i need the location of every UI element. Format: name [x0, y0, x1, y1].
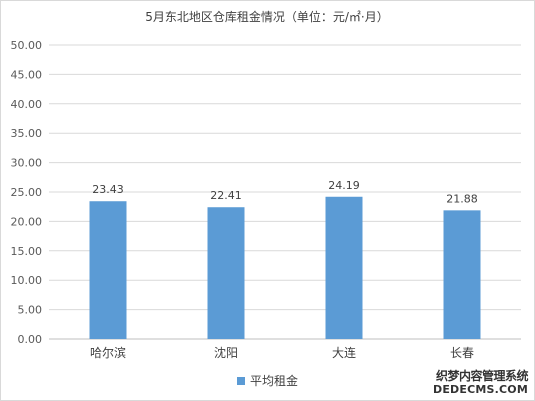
y-tick-label: 20.00	[11, 215, 43, 228]
y-tick-label: 0.00	[18, 333, 43, 346]
x-category-label: 沈阳	[214, 345, 238, 360]
watermark: 织梦内容管理系统 DEDECMS.COM	[416, 369, 529, 397]
bars	[89, 196, 481, 339]
y-axis-ticks: 0.00 5.00 10.00 15.00 20.00 25.00 30.00 35.00 40…	[11, 39, 43, 346]
y-tick-label: 30.00	[11, 157, 43, 170]
bar	[89, 201, 127, 339]
data-label: 21.88	[446, 192, 478, 205]
y-tick-label: 40.00	[11, 98, 43, 111]
legend-swatch	[237, 377, 245, 385]
y-tick-label: 45.00	[11, 68, 43, 81]
chart-title: 5月东北地区仓库租金情况（单位：元/㎡·月）	[145, 9, 389, 24]
x-category-label: 长春	[450, 346, 474, 360]
watermark-domain: DEDECMS.COM	[433, 383, 528, 396]
y-tick-label: 10.00	[11, 274, 43, 287]
grid-lines	[49, 44, 521, 340]
y-tick-label: 15.00	[11, 245, 43, 258]
data-label: 24.19	[328, 179, 360, 192]
bar	[207, 207, 245, 339]
value-labels: 23.43 22.41 24.19 21.88	[92, 179, 478, 206]
data-label: 22.41	[210, 189, 242, 202]
x-axis-categories: 哈尔滨 沈阳 大连 长春	[90, 345, 474, 360]
y-tick-label: 5.00	[18, 304, 43, 317]
data-label: 23.43	[92, 183, 124, 196]
bar	[443, 210, 481, 339]
x-category-label: 大连	[332, 345, 356, 360]
bar	[325, 196, 363, 339]
legend: 平均租金	[237, 373, 298, 388]
y-tick-label: 25.00	[11, 186, 43, 199]
legend-label: 平均租金	[250, 373, 298, 388]
watermark-title: 织梦内容管理系统	[435, 369, 529, 383]
y-tick-label: 50.00	[11, 39, 43, 52]
x-category-label: 哈尔滨	[90, 345, 126, 360]
y-tick-label: 35.00	[11, 127, 43, 140]
